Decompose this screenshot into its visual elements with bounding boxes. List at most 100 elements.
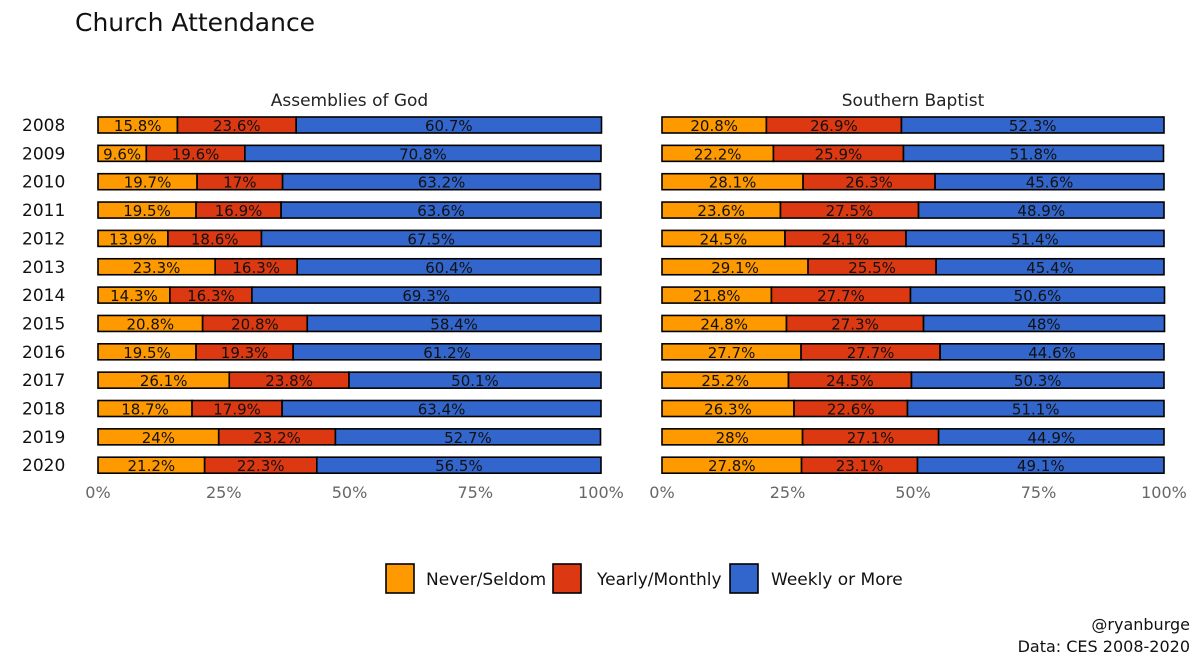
facet-title-assemblies-of-god: Assemblies of God [271,91,428,111]
value-label-southern-baptist-2018-weekly-or-more: 51.1% [1012,401,1060,419]
value-label-southern-baptist-2013-weekly-or-more: 45.4% [1026,259,1074,277]
bar-assemblies-of-god-2012-weekly-or-more [260,229,602,248]
bar-assemblies-of-god-2010-weekly-or-more [281,172,602,191]
legend-swatch-yearly-monthly [552,563,582,594]
value-label-southern-baptist-2014-weekly-or-more: 50.6% [1014,287,1062,305]
value-label-assemblies-of-god-2010-weekly-or-more: 63.2% [418,174,466,192]
x-tick-label-southern-baptist-2: 50% [895,483,931,502]
bar-southern-baptist-2020-weekly-or-more [916,456,1165,475]
value-label-assemblies-of-god-2016-never-seldom: 19.5% [123,344,171,362]
value-label-assemblies-of-god-2015-yearly-monthly: 20.8% [231,315,279,333]
value-label-assemblies-of-god-2018-weekly-or-more: 63.4% [418,401,466,419]
value-label-assemblies-of-god-2015-weekly-or-more: 58.4% [430,315,478,333]
bar-assemblies-of-god-2014-weekly-or-more [251,286,602,304]
value-label-assemblies-of-god-2009-never-seldom: 9.6% [103,145,141,163]
value-label-assemblies-of-god-2020-yearly-monthly: 22.3% [237,457,285,475]
legend-swatch-weekly-or-more [729,563,759,594]
value-label-assemblies-of-god-2017-never-seldom: 26.1% [140,372,188,390]
bar-southern-baptist-2018-weekly-or-more [906,399,1165,418]
value-label-assemblies-of-god-2008-yearly-monthly: 23.6% [213,117,261,135]
bar-assemblies-of-god-2013-weekly-or-more [296,257,602,276]
value-label-assemblies-of-god-2011-yearly-monthly: 16.9% [215,202,263,220]
bar-southern-baptist-2009-weekly-or-more [902,144,1165,163]
year-label-2008: 2008 [22,116,65,136]
value-label-assemblies-of-god-2020-never-seldom: 21.2% [127,457,175,475]
value-label-assemblies-of-god-2011-weekly-or-more: 63.6% [417,202,465,220]
year-label-2009: 2009 [22,144,65,164]
value-label-assemblies-of-god-2014-yearly-monthly: 16.3% [187,287,235,305]
bar-assemblies-of-god-2017-weekly-or-more [348,371,602,389]
legend-label-weekly-or-more: Weekly or More [771,570,903,590]
value-label-assemblies-of-god-2013-weekly-or-more: 60.4% [425,259,473,277]
bar-southern-baptist-2015-weekly-or-more [922,314,1166,333]
value-label-southern-baptist-2015-never-seldom: 24.8% [700,315,748,333]
bar-assemblies-of-god-2009-weekly-or-more [244,144,602,163]
x-tick-label-southern-baptist-4: 100% [1141,483,1187,502]
year-label-2018: 2018 [22,400,65,420]
x-tick-label-southern-baptist-0: 0% [649,483,674,502]
facets: 2008 2009 2010 2011 2012 2013 2014 2015 2016 2017… [22,91,1187,502]
year-label-2015: 2015 [22,314,65,334]
value-label-southern-baptist-2017-yearly-monthly: 24.5% [826,372,874,390]
value-label-assemblies-of-god-2011-never-seldom: 19.5% [123,202,171,220]
bar-assemblies-of-god-2016-weekly-or-more [292,342,602,361]
value-label-assemblies-of-god-2012-never-seldom: 13.9% [109,230,157,248]
legend-item-weekly-or-more: Weekly or More [729,563,903,594]
legend-swatch-never-seldom [385,563,415,594]
value-label-southern-baptist-2017-weekly-or-more: 50.3% [1014,372,1062,390]
bar-southern-baptist-2014-weekly-or-more [909,286,1166,304]
year-label-2013: 2013 [22,258,65,278]
value-label-southern-baptist-2008-yearly-monthly: 26.9% [810,117,858,135]
value-label-assemblies-of-god-2012-weekly-or-more: 67.5% [407,230,455,248]
bar-southern-baptist-2013-weekly-or-more [935,257,1165,276]
x-tick-label-assemblies-of-god-0: 0% [85,483,110,502]
facet-title-southern-baptist: Southern Baptist [842,91,985,111]
value-label-assemblies-of-god-2010-yearly-monthly: 17% [223,174,256,192]
value-label-southern-baptist-2009-weekly-or-more: 51.8% [1010,145,1058,163]
value-label-southern-baptist-2019-yearly-monthly: 27.1% [847,429,895,447]
bar-southern-baptist-2008-weekly-or-more [900,116,1165,134]
value-label-southern-baptist-2020-weekly-or-more: 49.1% [1017,457,1065,475]
value-label-southern-baptist-2020-never-seldom: 27.8% [708,457,756,475]
value-label-southern-baptist-2011-yearly-monthly: 27.5% [826,202,874,220]
facet-southern-baptist: Southern Baptist 20.8% 26.9% 52.3% 22.2% 25.9… [649,91,1187,502]
value-label-southern-baptist-2009-yearly-monthly: 25.9% [815,145,863,163]
value-label-southern-baptist-2011-never-seldom: 23.6% [697,202,745,220]
value-label-southern-baptist-2018-yearly-monthly: 22.6% [827,401,875,419]
bar-southern-baptist-2016-weekly-or-more [939,342,1165,361]
x-tick-label-southern-baptist-1: 25% [770,483,806,502]
value-label-assemblies-of-god-2013-yearly-monthly: 16.3% [232,259,280,277]
value-label-southern-baptist-2010-yearly-monthly: 26.3% [845,174,893,192]
value-label-southern-baptist-2019-weekly-or-more: 44.9% [1027,429,1075,447]
value-label-southern-baptist-2015-yearly-monthly: 27.3% [831,315,879,333]
facet-assemblies-of-god: Assemblies of God 15.8% 23.6% 60.7% 9.6% 19.6… [85,91,624,502]
bar-southern-baptist-2019-weekly-or-more [937,428,1165,446]
value-label-southern-baptist-2012-yearly-monthly: 24.1% [822,230,870,248]
value-label-assemblies-of-god-2018-yearly-monthly: 17.9% [213,401,261,419]
value-label-southern-baptist-2019-never-seldom: 28% [716,429,749,447]
value-label-southern-baptist-2009-never-seldom: 22.2% [694,145,742,163]
bar-southern-baptist-2011-weekly-or-more [917,201,1165,219]
legend-label-yearly-monthly: Yearly/Monthly [596,570,722,590]
bar-assemblies-of-god-2020-weekly-or-more [316,456,602,475]
year-label-2016: 2016 [22,343,65,363]
value-label-southern-baptist-2013-yearly-monthly: 25.5% [848,259,896,277]
value-label-assemblies-of-god-2014-weekly-or-more: 69.3% [402,287,450,305]
bar-assemblies-of-god-2008-weekly-or-more [295,116,603,134]
bar-southern-baptist-2012-weekly-or-more [905,229,1165,248]
bar-assemblies-of-god-2011-weekly-or-more [280,201,602,219]
x-tick-label-assemblies-of-god-4: 100% [578,483,624,502]
year-label-2010: 2010 [22,173,65,193]
value-label-assemblies-of-god-2016-weekly-or-more: 61.2% [423,344,471,362]
year-label-2019: 2019 [22,428,65,448]
x-tick-label-southern-baptist-3: 75% [1021,483,1057,502]
value-label-assemblies-of-god-2016-yearly-monthly: 19.3% [221,344,269,362]
year-label-2020: 2020 [22,456,65,476]
value-label-assemblies-of-god-2008-never-seldom: 15.8% [114,117,162,135]
year-label-2017: 2017 [22,371,65,391]
bar-assemblies-of-god-2018-weekly-or-more [281,399,602,418]
value-label-assemblies-of-god-2017-yearly-monthly: 23.8% [265,372,313,390]
value-label-assemblies-of-god-2010-never-seldom: 19.7% [124,174,172,192]
value-label-southern-baptist-2020-yearly-monthly: 23.1% [836,457,884,475]
chart-title: Church Attendance [75,8,315,37]
